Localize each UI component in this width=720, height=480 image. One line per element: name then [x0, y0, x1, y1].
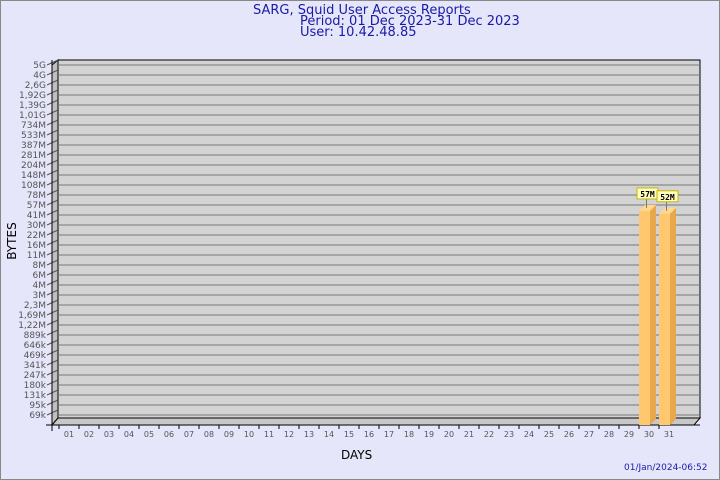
x-tick-label: 02	[84, 430, 94, 439]
y-tick-label: 469k	[24, 351, 47, 361]
y-tick-label: 2,3M	[24, 301, 46, 311]
y-tick-label: 4G	[33, 71, 46, 81]
y-tick-label: 1,22M	[18, 321, 46, 331]
data-label: 52M	[660, 193, 675, 202]
y-tick-label: 2,6G	[25, 81, 46, 91]
y-tick-label: 734M	[21, 121, 46, 131]
x-tick-label: 04	[124, 430, 134, 439]
bar-top	[659, 207, 676, 214]
x-tick-label: 05	[144, 430, 154, 439]
x-tick-label: 11	[264, 430, 274, 439]
y-tick-label: 247k	[24, 371, 47, 381]
y-tick-label: 1,92G	[19, 91, 46, 101]
y-tick-label: 131k	[24, 391, 47, 401]
x-tick-label: 16	[364, 430, 374, 439]
chart-title: SARG, Squid User Access Reports	[253, 3, 471, 18]
x-tick-label: 29	[624, 430, 634, 439]
x-tick-label: 30	[644, 430, 654, 439]
y-tick-label: 341k	[24, 361, 47, 371]
y-tick-label: 69k	[29, 411, 46, 421]
x-tick-label: 15	[344, 430, 354, 439]
y-tick-label: 108M	[21, 181, 46, 191]
x-tick-label: 12	[284, 430, 294, 439]
plot-floor	[50, 417, 702, 426]
y-tick-label: 30M	[27, 221, 46, 231]
y-tick-label: 1,01G	[19, 111, 46, 121]
x-tick-label: 17	[384, 430, 394, 439]
x-tick-label: 01	[64, 430, 74, 439]
y-tick-label: 281M	[21, 151, 46, 161]
y-tick-label: 1,69M	[18, 311, 46, 321]
y-tick-label: 4M	[33, 281, 47, 291]
x-axis-label: DAYS	[341, 448, 373, 462]
y-tick-label: 16M	[27, 241, 46, 251]
x-tick-label: 18	[404, 430, 414, 439]
x-tick-label: 23	[504, 430, 514, 439]
y-tick-label: 78M	[27, 191, 46, 201]
bar-top	[639, 204, 656, 211]
y-tick-label: 41M	[27, 211, 46, 221]
bar-side	[670, 207, 676, 425]
y-tick-label: 3M	[33, 291, 47, 301]
x-tick-label: 10	[244, 430, 254, 439]
y-tick-label: 6M	[33, 271, 47, 281]
y-tick-label: 95k	[29, 401, 46, 411]
x-tick-label: 13	[304, 430, 314, 439]
y-tick-label: 8M	[33, 261, 47, 271]
y-tick-label: 387M	[21, 141, 46, 151]
x-tick-label: 14	[324, 430, 334, 439]
x-tick-label: 03	[104, 430, 114, 439]
x-tick-label: 25	[544, 430, 554, 439]
report-timestamp: 01/Jan/2024-06:52	[624, 463, 708, 473]
x-tick-label: 24	[524, 430, 534, 439]
x-tick-label: 09	[224, 430, 234, 439]
x-tick-label: 08	[204, 430, 214, 439]
x-tick-label: 20	[444, 430, 454, 439]
y-tick-label: 533M	[21, 131, 46, 141]
x-tick-label: 26	[564, 430, 574, 439]
y-tick-label: 1,39G	[19, 101, 46, 111]
x-tick-label: 28	[604, 430, 614, 439]
data-label: 57M	[640, 190, 655, 199]
y-tick-label: 148M	[21, 171, 46, 181]
bar-side	[650, 204, 656, 425]
y-tick-label: 889k	[24, 331, 47, 341]
y-tick-label: 180k	[24, 381, 47, 391]
bar	[659, 213, 670, 425]
chart-period: Period: 01 Dec 2023-31 Dec 2023	[300, 14, 520, 29]
x-tick-label: 21	[464, 430, 474, 439]
plot-back-wall	[57, 59, 701, 419]
y-tick-label: 11M	[27, 251, 46, 261]
chart-user: User: 10.42.48.85	[300, 25, 417, 40]
y-tick-label: 22M	[27, 231, 46, 241]
y-tick-label: 5G	[33, 61, 46, 71]
y-tick-label: 204M	[21, 161, 46, 171]
x-tick-label: 07	[184, 430, 194, 439]
bar	[639, 210, 650, 425]
y-tick-label: 57M	[27, 201, 46, 211]
x-tick-label: 19	[424, 430, 434, 439]
x-tick-label: 06	[164, 430, 174, 439]
x-tick-label: 31	[664, 430, 674, 439]
y-tick-label: 646k	[24, 341, 47, 351]
data-label-box	[656, 190, 679, 203]
x-tick-label: 22	[484, 430, 494, 439]
x-tick-label: 27	[584, 430, 594, 439]
